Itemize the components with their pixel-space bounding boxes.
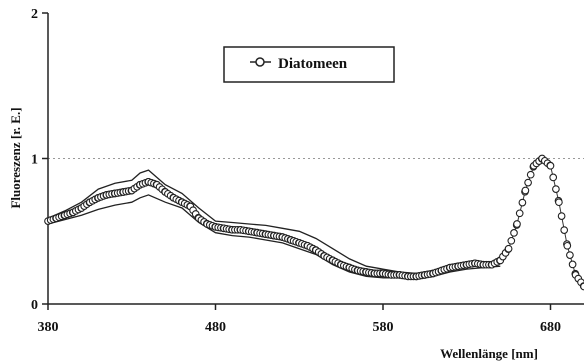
data-point xyxy=(568,260,577,269)
series-diatomeen xyxy=(44,154,584,291)
data-point xyxy=(552,185,560,193)
y-tick-label: 1 xyxy=(31,153,38,168)
x-axis-title: Wellenlänge [nm] xyxy=(440,346,538,361)
x-tick-label: 480 xyxy=(205,320,226,335)
series-line xyxy=(47,157,584,287)
data-point xyxy=(580,282,584,291)
data-point xyxy=(513,220,521,228)
data-point xyxy=(560,226,569,234)
data-point xyxy=(549,173,558,182)
x-tick-label: 580 xyxy=(373,320,394,335)
data-point xyxy=(518,198,527,207)
x-tick-label: 680 xyxy=(540,320,561,335)
legend: Diatomeen xyxy=(223,46,395,83)
data-point xyxy=(566,251,574,259)
envelope-lines xyxy=(47,169,501,279)
data-point xyxy=(515,209,524,218)
data-point xyxy=(510,229,518,237)
legend-label: Diatomeen xyxy=(278,56,348,72)
y-axis-title: Fluoreszenz [r. E.] xyxy=(8,107,23,208)
data-point xyxy=(557,212,566,220)
data-point xyxy=(504,244,513,253)
data-point xyxy=(555,198,563,207)
data-point xyxy=(526,170,535,179)
envelope-upper-line xyxy=(47,169,501,275)
data-point xyxy=(546,161,555,170)
y-tick-label: 0 xyxy=(31,298,38,313)
data-point xyxy=(507,236,516,245)
data-point xyxy=(563,241,572,250)
y-tick-label: 2 xyxy=(31,7,38,22)
data-point xyxy=(524,178,532,187)
legend-box xyxy=(223,46,395,83)
data-point xyxy=(521,186,530,195)
axis-ticks: 0 1 2 380 480 580 680 xyxy=(31,7,561,335)
legend-marker-icon xyxy=(255,57,265,67)
x-tick-label: 380 xyxy=(38,320,59,335)
